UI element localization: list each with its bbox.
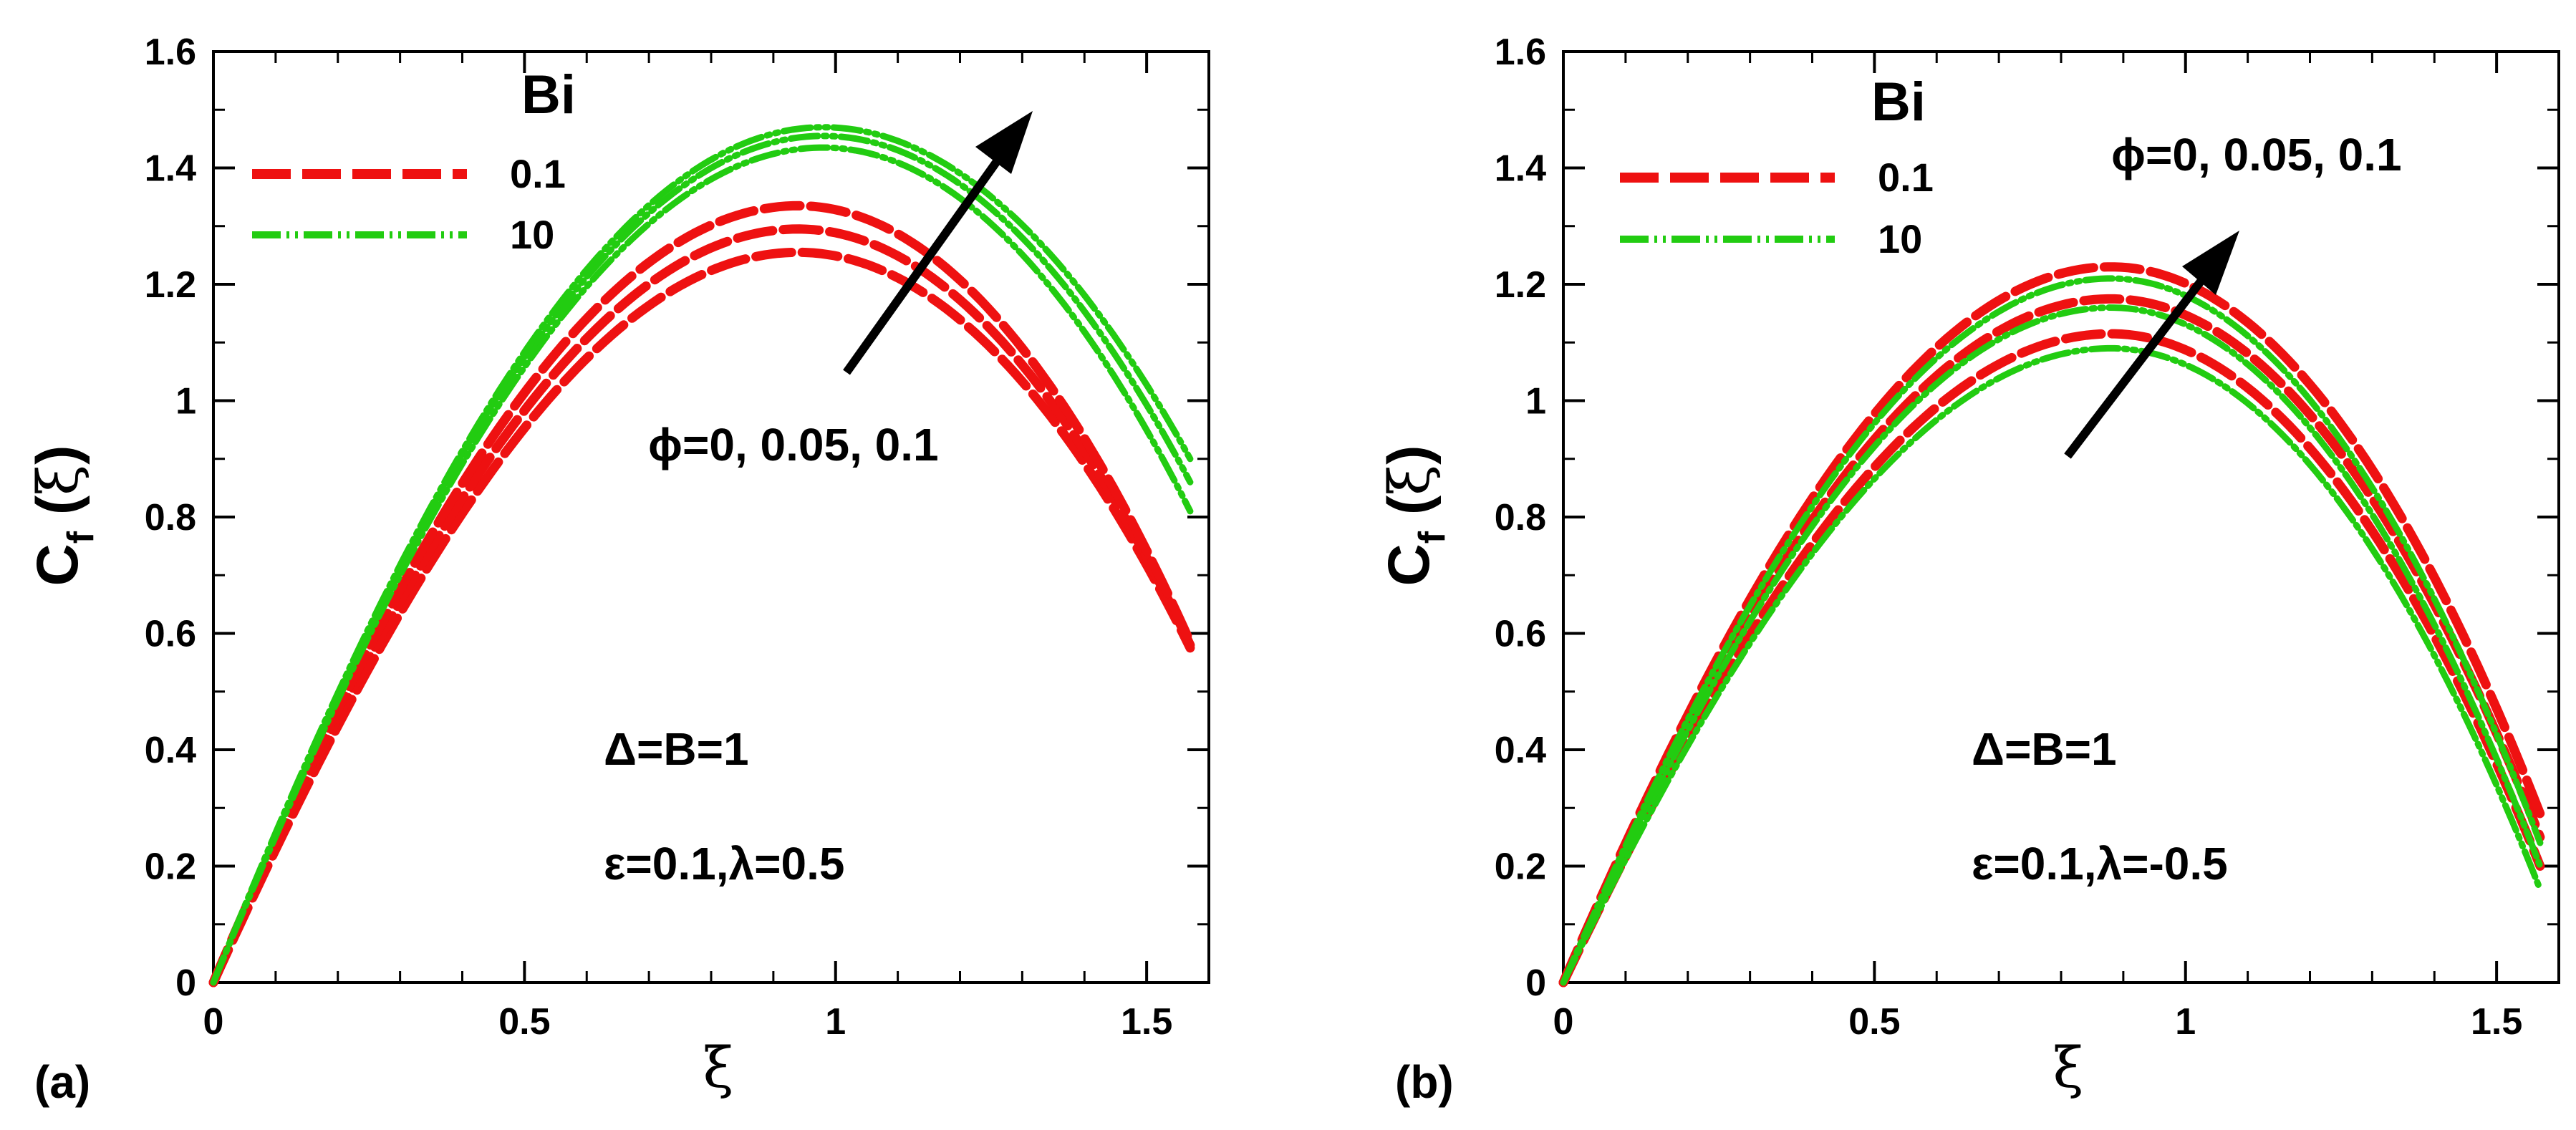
y-tick-label: 1	[1525, 381, 1546, 422]
trend-arrow	[2064, 261, 2218, 459]
x-tick-label: 0.5	[1848, 1001, 1900, 1043]
y-tick-label: 0	[175, 962, 196, 1004]
y-tick-label: 0.6	[1495, 614, 1546, 655]
curves	[208, 124, 1195, 987]
y-tick-label: 1.2	[1495, 264, 1546, 306]
series-line	[208, 247, 1195, 987]
series-line	[208, 201, 1195, 987]
y-tick-label: 1.6	[145, 32, 196, 73]
x-axis-title: ξ	[2053, 1036, 2084, 1101]
chart-panel-b: 00.20.40.60.811.21.41.6 0 0.5 1 1.5 Cf (ξ) …	[1376, 32, 2560, 1108]
param-label-2: ε=0.1,λ=0.5	[604, 838, 844, 889]
y-tick-label: 1.2	[145, 264, 196, 306]
legend: Bi 0.1 10	[252, 64, 576, 257]
axis-ticks	[212, 50, 1209, 984]
series-line	[1560, 344, 2544, 986]
trend-arrowhead	[2182, 231, 2239, 295]
legend: Bi 0.1 10	[1620, 72, 1934, 261]
y-tick-label: 1.4	[145, 148, 196, 190]
x-tick-label: 1	[2175, 1001, 2196, 1043]
x-tick-label: 0	[1553, 1001, 1574, 1043]
y-tick-label: 1.6	[1495, 32, 1546, 73]
arrow-label: ϕ=0, 0.05, 0.1	[648, 419, 939, 470]
y-tick-label: 0.4	[1495, 730, 1546, 771]
curves	[1558, 262, 2545, 987]
param-label-1: Δ=B=1	[1972, 723, 2117, 775]
y-tick-label: 0.2	[1495, 846, 1546, 888]
legend-label-0.1: 0.1	[510, 151, 566, 196]
legend-title: Bi	[521, 64, 576, 125]
y-tick-labels: 0 0.2 0.4 0.6 0.8 1 1.2 1.4 1.6	[145, 32, 196, 1004]
series-line	[1560, 275, 2544, 986]
trend-arrow	[843, 140, 1013, 375]
y-tick-label: 1	[175, 381, 196, 422]
legend-label-10: 10	[510, 212, 554, 257]
y-tick-labels: 0 0.2 0.4 0.6 0.8 1 1.2 1.4 1.6	[1495, 32, 1546, 1004]
chart-panel-a: 00.20.40.60.811.21.41.6 0 0.5 1 1.5 Cf (ξ) …	[25, 32, 1210, 1108]
y-axis-title: Cf (ξ)	[25, 445, 102, 586]
panel-label: (a)	[34, 1056, 90, 1108]
legend-title: Bi	[1871, 72, 1926, 132]
axis-ticks	[1562, 50, 2559, 984]
y-tick-label: 0.8	[1495, 497, 1546, 539]
series-line	[210, 124, 1194, 986]
param-label-2: ε=0.1,λ=-0.5	[1972, 838, 2228, 889]
series-line	[1560, 304, 2544, 986]
arrow-label: ϕ=0, 0.05, 0.1	[2111, 129, 2402, 180]
x-tick-label: 1	[825, 1001, 846, 1043]
param-label-1: Δ=B=1	[604, 723, 749, 775]
y-tick-label: 0.2	[145, 846, 196, 888]
legend-label-0.1: 0.1	[1878, 155, 1934, 200]
x-tick-labels: 0 0.5 1 1.5	[1553, 1001, 2523, 1043]
x-tick-label: 1.5	[2471, 1001, 2522, 1043]
series-line	[208, 224, 1195, 987]
x-tick-labels: 0 0.5 1 1.5	[203, 1001, 1173, 1043]
y-tick-label: 0.6	[145, 614, 196, 655]
x-tick-label: 0	[203, 1001, 224, 1043]
y-tick-label: 0.8	[145, 497, 196, 539]
y-axis-title: Cf (ξ)	[1376, 445, 1453, 586]
x-tick-label: 0.5	[498, 1001, 550, 1043]
x-axis-title: ξ	[703, 1036, 734, 1101]
legend-label-10: 10	[1878, 216, 1922, 261]
panel-label: (b)	[1395, 1056, 1454, 1108]
series-line	[1558, 329, 2545, 987]
trend-arrowhead	[975, 111, 1033, 174]
y-tick-label: 0.4	[145, 730, 196, 771]
x-tick-label: 1.5	[1121, 1001, 1172, 1043]
y-tick-label: 0	[1525, 962, 1546, 1004]
y-tick-label: 1.4	[1495, 148, 1546, 190]
